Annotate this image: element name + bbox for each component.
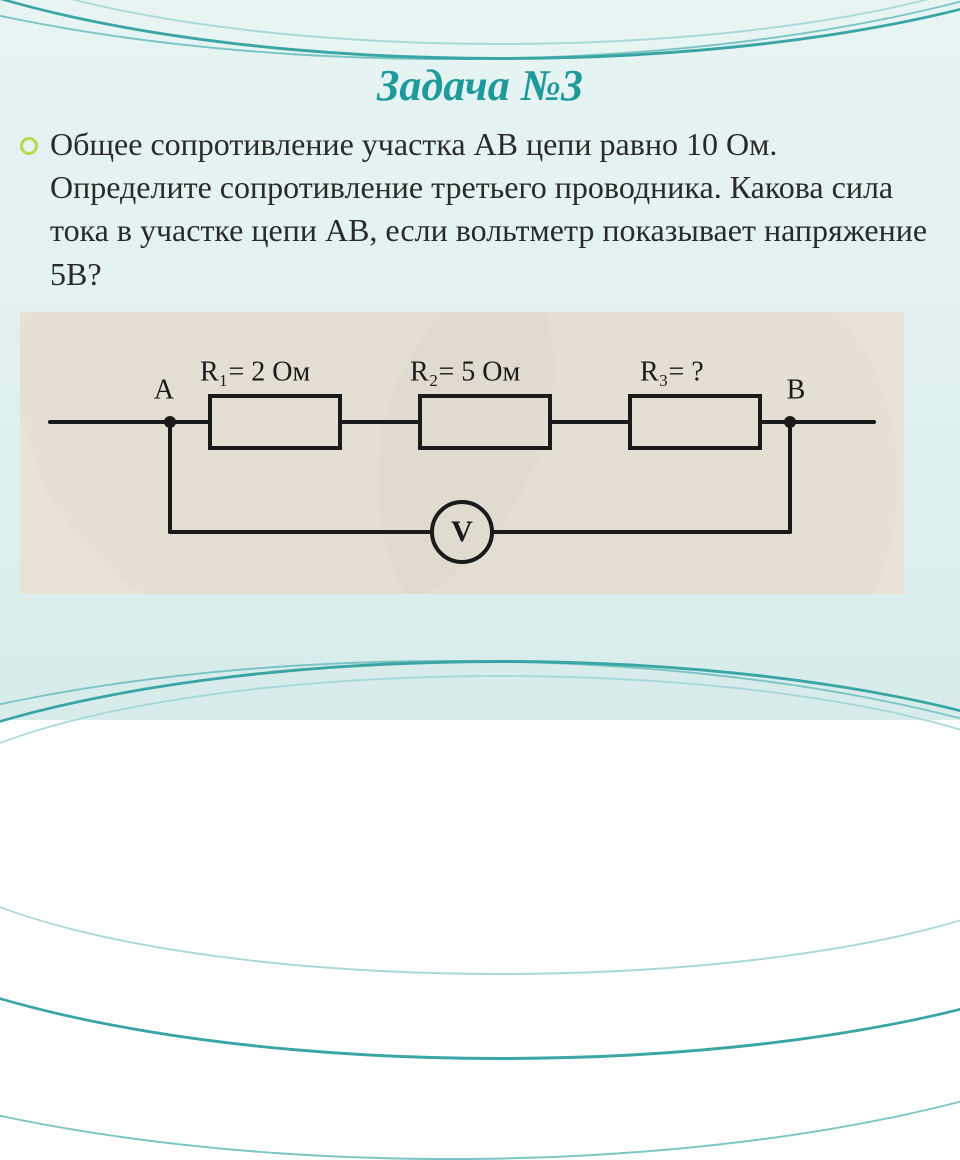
decorative-curve [0, 675, 960, 975]
content-area: Задача №3 Общее сопротивление участка АВ… [0, 60, 960, 296]
decorative-curve [0, 660, 960, 1160]
slide: Задача №3 Общее сопротивление участка АВ… [0, 0, 960, 720]
decorative-curve [0, 0, 960, 60]
decorative-curve [0, 0, 960, 45]
circuit-svg: A R₁= 2 Ом R₂= 5 Ом R₃= ? B V [20, 312, 904, 594]
svg-text:R₂= 5 Ом: R₂= 5 Ом [410, 356, 520, 387]
body-row: Общее сопротивление участка АВ цепи равн… [20, 123, 940, 296]
svg-text:R₃= ?: R₃= ? [640, 356, 704, 387]
circuit-diagram: A R₁= 2 Ом R₂= 5 Ом R₃= ? B V [20, 312, 904, 594]
svg-text:R₁= 2 Ом: R₁= 2 Ом [200, 356, 310, 387]
slide-title: Задача №3 [20, 60, 940, 111]
svg-text:B: B [787, 374, 806, 405]
bullet-icon [20, 137, 38, 155]
decorative-curve [0, 0, 960, 60]
decorative-curve [0, 660, 960, 1060]
svg-text:V: V [451, 515, 473, 548]
svg-text:A: A [154, 374, 175, 405]
problem-text: Общее сопротивление участка АВ цепи равн… [50, 123, 940, 296]
